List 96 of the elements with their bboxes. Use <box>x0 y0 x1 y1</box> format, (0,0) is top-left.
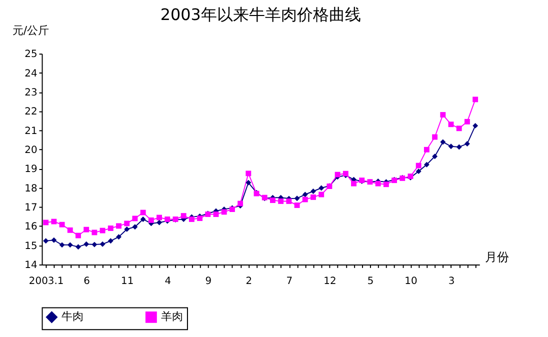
point <box>416 168 422 174</box>
point <box>464 140 470 146</box>
point <box>302 192 308 198</box>
x-tick-label: 10 <box>404 276 418 287</box>
point <box>440 112 446 118</box>
point <box>188 216 194 222</box>
point <box>456 144 462 150</box>
y-tick-label: 15 <box>24 240 38 252</box>
point <box>432 134 438 140</box>
chart-title: 2003年以来牛羊肉价格曲线 <box>160 4 361 24</box>
legend-label: 牛肉 <box>62 310 84 324</box>
point <box>67 242 73 248</box>
point <box>156 220 162 226</box>
x-tick-label: 6 <box>84 276 90 287</box>
y-tick-label: 19 <box>24 164 38 176</box>
x-tick-label: 2003.1 <box>28 276 64 287</box>
point <box>334 172 340 178</box>
point <box>351 180 356 186</box>
point <box>116 234 122 240</box>
point <box>246 170 252 176</box>
x-tick-label: 7 <box>286 276 293 287</box>
point <box>108 226 114 231</box>
point <box>383 182 389 188</box>
point <box>124 226 130 232</box>
point <box>318 192 324 198</box>
point <box>310 194 316 200</box>
point <box>51 218 57 224</box>
point <box>84 241 90 247</box>
point <box>156 214 162 220</box>
y-tick-label: 17 <box>24 202 38 214</box>
point <box>67 227 73 233</box>
x-tick-label: 2 <box>246 276 252 287</box>
point <box>270 198 276 203</box>
point <box>132 224 138 230</box>
x-tick-label: 5 <box>367 276 374 287</box>
point <box>416 162 422 168</box>
x-tick-label: 9 <box>205 276 212 287</box>
point <box>294 196 300 202</box>
point <box>424 146 430 152</box>
point <box>318 185 324 191</box>
y-axis-title: 元/公斤 <box>12 24 50 38</box>
y-tick-label: 21 <box>24 126 38 137</box>
point <box>294 202 300 208</box>
point <box>448 122 454 128</box>
point <box>43 238 49 244</box>
point <box>132 216 138 222</box>
point <box>76 244 81 250</box>
point <box>221 209 227 215</box>
point <box>51 237 57 243</box>
y-tick-label: 20 <box>24 144 38 156</box>
y-tick-label: 16 <box>24 222 38 233</box>
point <box>424 162 430 168</box>
point <box>472 96 478 102</box>
point <box>464 118 470 124</box>
point <box>59 242 65 248</box>
y-tick-label: 25 <box>24 49 38 60</box>
point <box>100 228 106 234</box>
point <box>278 198 284 204</box>
point <box>286 198 292 204</box>
point <box>180 213 186 219</box>
point <box>92 230 98 236</box>
y-tick-label: 14 <box>24 260 38 271</box>
point <box>76 232 81 238</box>
x-tick-label: 4 <box>164 276 172 287</box>
y-tick-label: 18 <box>24 183 38 194</box>
point <box>100 241 106 247</box>
x-tick-label: 3 <box>448 276 455 287</box>
point <box>140 210 146 216</box>
point <box>84 226 90 232</box>
point <box>302 196 308 202</box>
point <box>108 238 114 244</box>
point <box>310 188 316 194</box>
y-tick-label: 22 <box>24 106 38 118</box>
y-tick-label: 24 <box>24 68 38 80</box>
point <box>197 216 203 222</box>
point <box>472 122 478 128</box>
point <box>43 220 49 226</box>
legend-label: 羊肉 <box>161 310 184 324</box>
point <box>124 220 130 226</box>
point <box>148 217 154 223</box>
point <box>92 242 98 248</box>
point <box>59 222 65 228</box>
point <box>448 144 454 150</box>
point <box>213 212 219 217</box>
point <box>440 139 446 145</box>
point <box>140 216 146 222</box>
x-axis-title: 月份 <box>484 250 509 264</box>
point <box>375 180 381 186</box>
y-tick-label: 23 <box>24 87 38 98</box>
point <box>238 200 244 206</box>
point <box>246 180 252 186</box>
point <box>116 223 122 229</box>
x-tick-label: 11 <box>121 276 134 287</box>
x-tick-label: 12 <box>324 276 336 287</box>
point <box>432 154 438 160</box>
point <box>456 126 462 132</box>
